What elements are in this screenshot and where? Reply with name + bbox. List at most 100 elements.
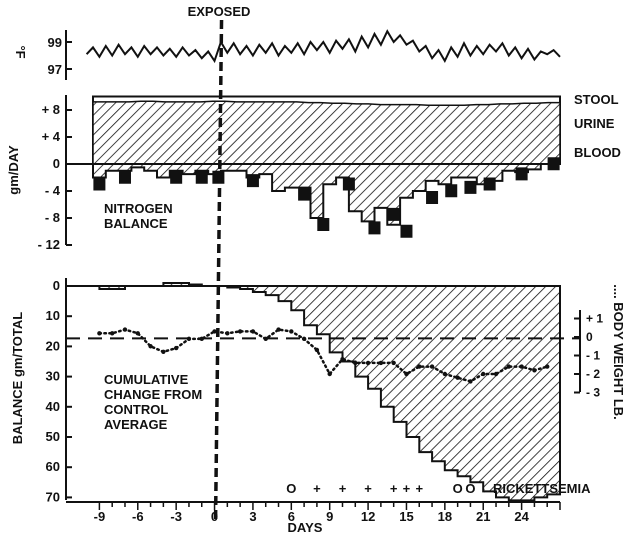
nitrogen-tick-label: - 8 [45,210,60,225]
body-weight-point [327,371,332,377]
blood-marker [298,187,311,201]
body-weight-point [135,331,140,336]
x-tick-label: -9 [94,509,106,524]
x-tick-label: 18 [438,509,452,524]
rickettsemia-symbol: + [415,481,423,496]
body-weight-point [97,331,102,336]
body-weight-axis-ticks: + 1 0 - 1 - 2 - 3 [574,312,603,400]
body-weight-point [378,360,384,366]
cumulative-tick-label: 30 [46,369,60,384]
body-weight-point [429,364,435,369]
body-weight-point [493,371,499,377]
blood-marker [387,207,400,221]
blood-marker [246,174,259,188]
rickettsemia-label: ←RICKETTSEMIA [480,481,591,496]
rickettsemia-row: O + + + + + + O O [286,481,475,496]
blood-marker [400,224,413,238]
blood-marker [547,157,560,171]
blood-markers [93,157,560,238]
exposed-label: EXPOSED [188,4,251,19]
body-weight-tick-label: - 3 [586,386,600,400]
rickettsemia-symbol: + [313,481,321,496]
body-weight-point [148,344,153,349]
blood-marker [515,167,528,181]
body-weight-point [276,327,281,332]
body-weight-point [391,360,396,366]
body-weight-point [109,331,115,336]
rickettsemia-symbol: + [364,481,372,496]
cumulative-tick-label: 0 [53,278,60,293]
x-axis-title: DAYS [288,520,323,535]
blood-marker [368,221,381,235]
body-weight-point [404,371,409,377]
body-weight-point [442,371,448,377]
body-weight-point [301,336,307,342]
x-tick-label: 21 [476,509,490,524]
temperature-axis-label: °F [13,45,28,58]
body-weight-point [545,364,550,369]
body-weight-point [340,357,345,362]
temperature-line [85,29,561,64]
cumulative-tick-label: 40 [46,399,60,414]
body-weight-tick-label: - 2 [586,367,600,381]
blood-marker [118,170,131,184]
body-weight-point [353,360,358,366]
body-weight-point [289,329,294,334]
body-weight-point [173,345,179,351]
blood-marker [342,177,355,191]
nitrogen-axis-label: gm/DAY [6,145,21,195]
x-tick-label: 12 [361,509,375,524]
nitrogen-tick-label: + 8 [42,102,60,117]
cumulative-tick-label: 60 [46,459,60,474]
body-weight-tick-label: 0 [586,330,593,344]
nitrogen-balance-label: NITROGEN BALANCE [104,201,176,231]
blood-marker [464,180,477,194]
body-weight-point [506,364,512,369]
body-weight-point [455,375,460,380]
blood-marker [445,184,458,198]
x-tick-label: -6 [132,509,144,524]
nitrogen-tick-label: - 12 [38,237,60,252]
rickettsemia-symbol: + [403,481,411,496]
cumulative-axis-label: BALANCE gm/TOTAL [10,312,25,444]
body-weight-point [225,331,230,336]
urine-area [92,100,561,165]
nitrogen-balance-panel: gm/DAY + 8 + 4 0 - 4 - 8 - 12 STOOL URINE BLO… [6,92,621,252]
cumulative-tick-label: 70 [46,489,60,504]
temperature-tick-97: 97 [48,62,62,77]
body-weight-point [263,336,268,342]
body-weight-points [97,327,550,384]
blood-marker [170,170,183,184]
legend-urine: URINE [574,116,615,131]
rickettsemia-symbol: O [453,481,463,496]
x-tick-label: 6 [288,509,295,524]
blood-marker [93,177,106,191]
body-weight-point [519,364,524,369]
nitrogen-tick-label: 0 [53,156,60,171]
cumulative-axis-ticks: 0 10 20 30 40 50 60 70 [46,278,72,504]
body-weight-point [212,329,217,334]
body-weight-point [481,371,486,377]
legend-stool: STOOL [574,92,619,107]
rickettsemia-symbol: O [286,481,296,496]
exposed-day-line [213,19,224,521]
cumulative-tick-label: 10 [46,308,60,323]
body-weight-point [532,368,537,373]
body-weight-point [186,336,192,342]
rickettsemia-symbol: + [339,481,347,496]
body-weight-point [365,360,371,366]
blood-marker [317,218,330,231]
x-tick-label: 9 [326,509,333,524]
nitrogen-tick-label: - 4 [45,183,61,198]
x-tick-label: 15 [399,509,413,524]
cumulative-change-area [86,282,561,502]
body-weight-point [250,329,256,334]
body-weight-point [314,347,320,353]
x-tick-label: 24 [514,509,529,524]
rickettsemia-symbol: O [465,481,475,496]
x-tick-label: 3 [249,509,256,524]
body-weight-point [417,364,422,369]
cumulative-tick-label: 20 [46,338,60,353]
cumulative-panel: BALANCE gm/TOTAL 0 10 20 30 40 50 60 70 CUMULAT… [10,278,626,504]
